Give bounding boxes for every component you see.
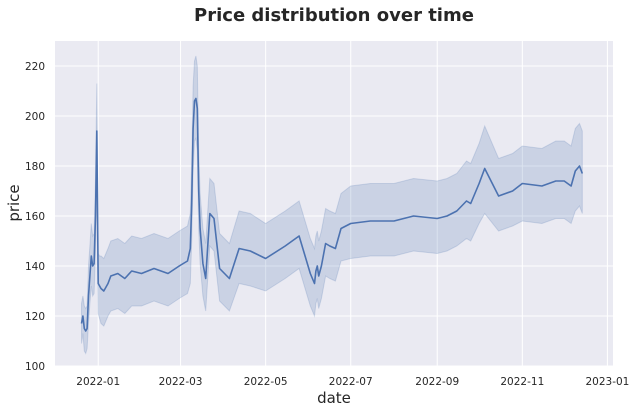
y-tick-label: 140: [25, 261, 45, 273]
price-line: [80, 97, 584, 332]
y-tick-label: 200: [25, 111, 45, 123]
x-axis-label: date: [317, 389, 351, 407]
x-tick-label: 2023-01: [585, 376, 629, 388]
x-tick-label: 2022-09: [415, 376, 459, 388]
y-tick-label: 120: [25, 311, 45, 323]
y-tick-label: 180: [25, 161, 45, 173]
x-tick-label: 2022-05: [244, 376, 288, 388]
x-tick-label: 2022-11: [500, 376, 544, 388]
y-tick-label: 220: [25, 61, 45, 73]
y-tick-label: 160: [25, 211, 45, 223]
y-tick-label: 100: [25, 361, 45, 373]
tick-labels: 2022-01 2022-03 2022-05 2022-07 2022-09 2022-…: [25, 61, 629, 388]
confidence-band: [81, 55, 583, 355]
x-tick-label: 2022-01: [76, 376, 120, 388]
x-tick-label: 2022-03: [159, 376, 203, 388]
x-tick-label: 2022-07: [329, 376, 373, 388]
y-axis-label: price: [5, 184, 23, 221]
chart-title: Price distribution over time: [194, 5, 474, 26]
plot-background: [55, 41, 613, 366]
grid: [55, 41, 613, 367]
